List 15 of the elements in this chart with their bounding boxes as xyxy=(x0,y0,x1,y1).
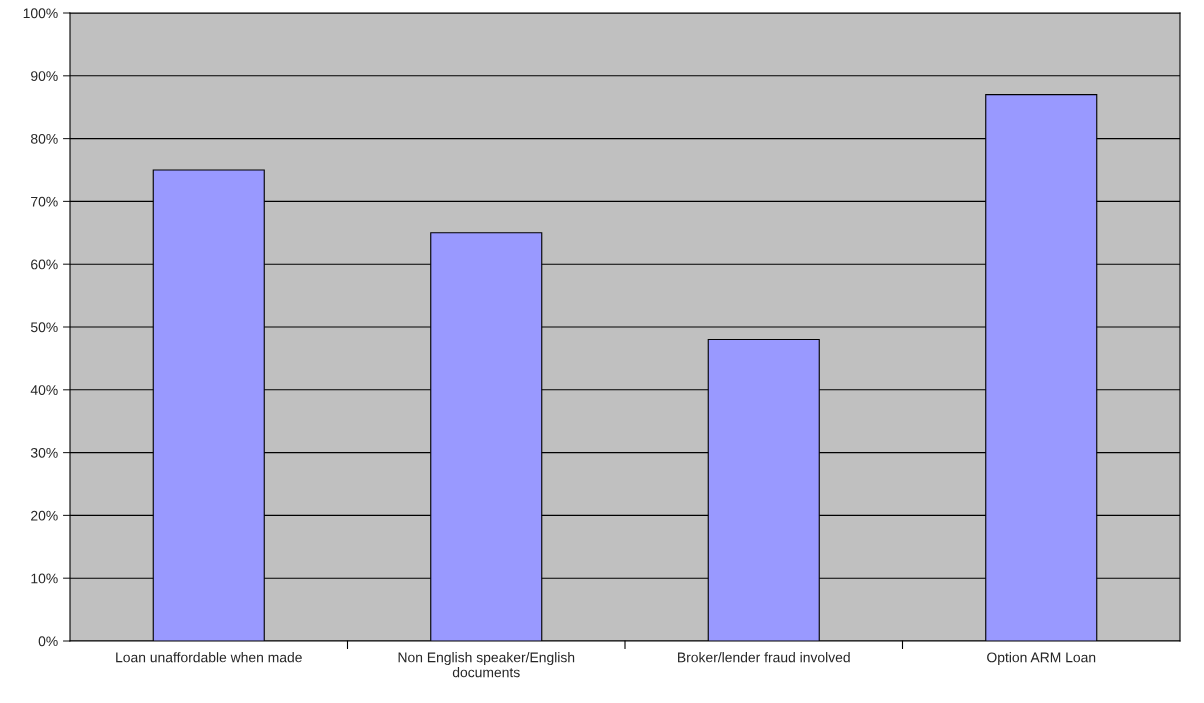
y-tick-label: 50% xyxy=(30,322,58,333)
x-tick-label: Loan unaffordable when made xyxy=(116,652,302,663)
y-tick-label: 0% xyxy=(38,636,58,647)
y-tick-label: 80% xyxy=(31,133,58,144)
x-tick-label: Broker/lender fraud involved xyxy=(678,652,850,663)
y-tick-label: 70% xyxy=(31,196,58,207)
x-tick-label: Non English speaker/English documents xyxy=(398,652,575,678)
y-tick-label: 60% xyxy=(31,259,58,270)
y-tick-label: 40% xyxy=(30,385,58,395)
y-tick-label: 10% xyxy=(31,573,58,584)
y-tick-label: 30% xyxy=(30,447,58,458)
y-tick-label: 90% xyxy=(31,71,58,81)
y-tick-label: 100% xyxy=(23,8,58,19)
x-tick-label: Option ARM Loan xyxy=(987,652,1096,666)
y-tick-label: 20% xyxy=(31,510,58,521)
